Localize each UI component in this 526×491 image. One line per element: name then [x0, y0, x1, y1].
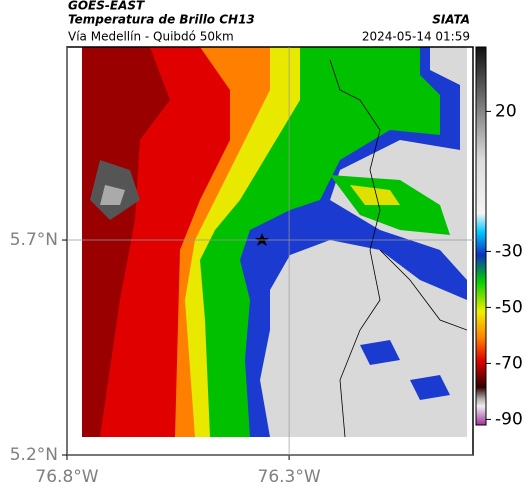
- subtitle: Vía Medellín - Quibdó 50km: [68, 30, 234, 44]
- colorbar-tick-label: -50: [495, 297, 523, 317]
- x-tick-label: 76.8°W: [35, 467, 98, 487]
- x-tick-label: 76.3°W: [258, 467, 321, 487]
- y-tick-label: 5.7°N: [10, 230, 58, 250]
- source: GOES-EAST: [68, 0, 145, 13]
- title: Temperatura de Brillo CH13: [68, 13, 255, 27]
- colorbar-tick-label: -70: [495, 353, 523, 373]
- colorbar-tick-label: 20: [495, 101, 517, 121]
- colorbar-tick-label: -90: [495, 409, 523, 429]
- imagery: [82, 47, 467, 437]
- datetime: 2024-05-14 01:59: [362, 30, 470, 44]
- colorbar-tick-label: -30: [495, 241, 523, 261]
- y-tick-label: 5.2°N: [10, 445, 58, 465]
- agency: SIATA: [432, 13, 470, 27]
- colorbar: [475, 46, 487, 426]
